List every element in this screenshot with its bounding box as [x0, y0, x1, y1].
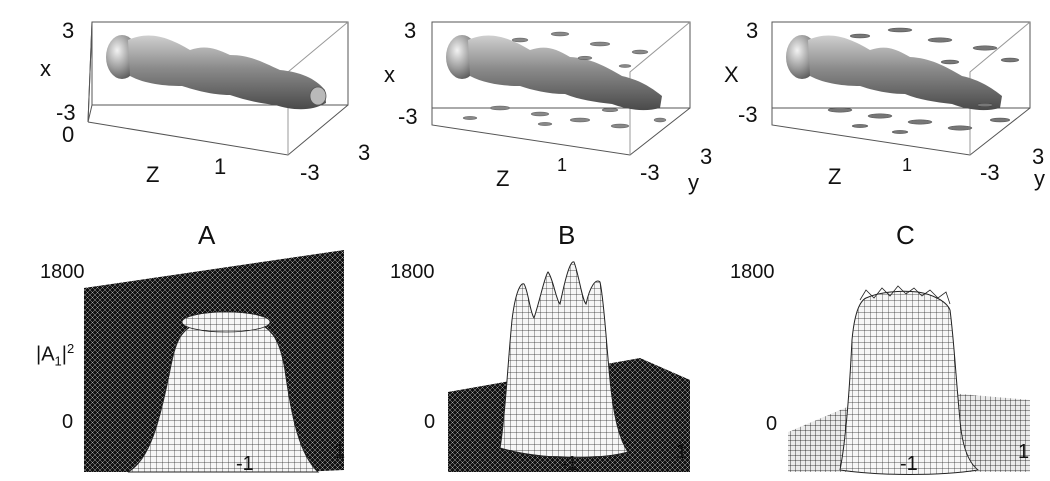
top-b-xlabel: x: [384, 62, 395, 87]
bottom-c-xmax: 1: [1018, 441, 1030, 463]
top-a-ymin: -3: [300, 160, 320, 185]
surface-a: [84, 250, 344, 473]
surface-c: [788, 285, 1030, 475]
top-b-ymin: -3: [640, 160, 660, 185]
top-a-xlabel: x: [40, 56, 51, 81]
panel-title-c: C: [896, 220, 915, 250]
top-a-zlabel: Z: [146, 162, 160, 187]
top-c-xlabel: X: [724, 62, 739, 87]
top-b-ztick: 1: [557, 155, 568, 175]
bottom-a-ymax: 1800: [40, 261, 85, 283]
top-c-ztick: 1: [902, 155, 913, 175]
bottom-b-xmax: 1: [676, 441, 688, 463]
top-b-zlabel: Z: [496, 166, 510, 191]
tube-a: [106, 35, 327, 110]
top-c-xmin: -3: [738, 102, 758, 127]
panel-title-b: B: [558, 220, 576, 250]
top-a-ztick: 1: [214, 154, 227, 179]
top-b-xmin: -3: [398, 104, 418, 129]
top-box-b: [431, 21, 691, 156]
bottom-a-xmax: 1: [334, 441, 346, 463]
bottom-a-xmin: -1: [236, 453, 254, 475]
bottom-a-ylabel: |A1|2: [36, 341, 75, 369]
bottom-b-ymin: 0: [424, 411, 436, 433]
top-c-zlabel: Z: [828, 164, 842, 189]
top-b-ylabel: y: [688, 170, 699, 195]
bottom-a-ymin: 0: [62, 411, 74, 433]
top-a-xmin: -3: [56, 100, 76, 125]
top-a-ymax: 3: [358, 140, 371, 165]
bottom-c-ymax: 1800: [730, 261, 775, 283]
tube-c: [786, 27, 1020, 134]
top-b-xmax: 3: [404, 18, 417, 43]
top-c-ymax: 3: [1032, 144, 1045, 169]
surface-b: [448, 261, 690, 472]
panel-title-a: A: [198, 220, 216, 250]
top-c-ylabel: y: [1034, 166, 1045, 191]
top-b-ymax: 3: [700, 144, 713, 169]
bottom-c-ymin: 0: [766, 413, 778, 435]
top-c-xmax: 3: [746, 18, 759, 43]
bottom-c-xmin: -1: [900, 453, 918, 475]
top-a-zmin: 0: [62, 122, 75, 147]
top-c-ymin: -3: [980, 160, 1000, 185]
top-a-xmax: 3: [62, 18, 75, 43]
tube-b: [446, 31, 667, 129]
bottom-b-xmin: -1: [560, 453, 578, 475]
bottom-b-ymax: 1800: [390, 261, 435, 283]
